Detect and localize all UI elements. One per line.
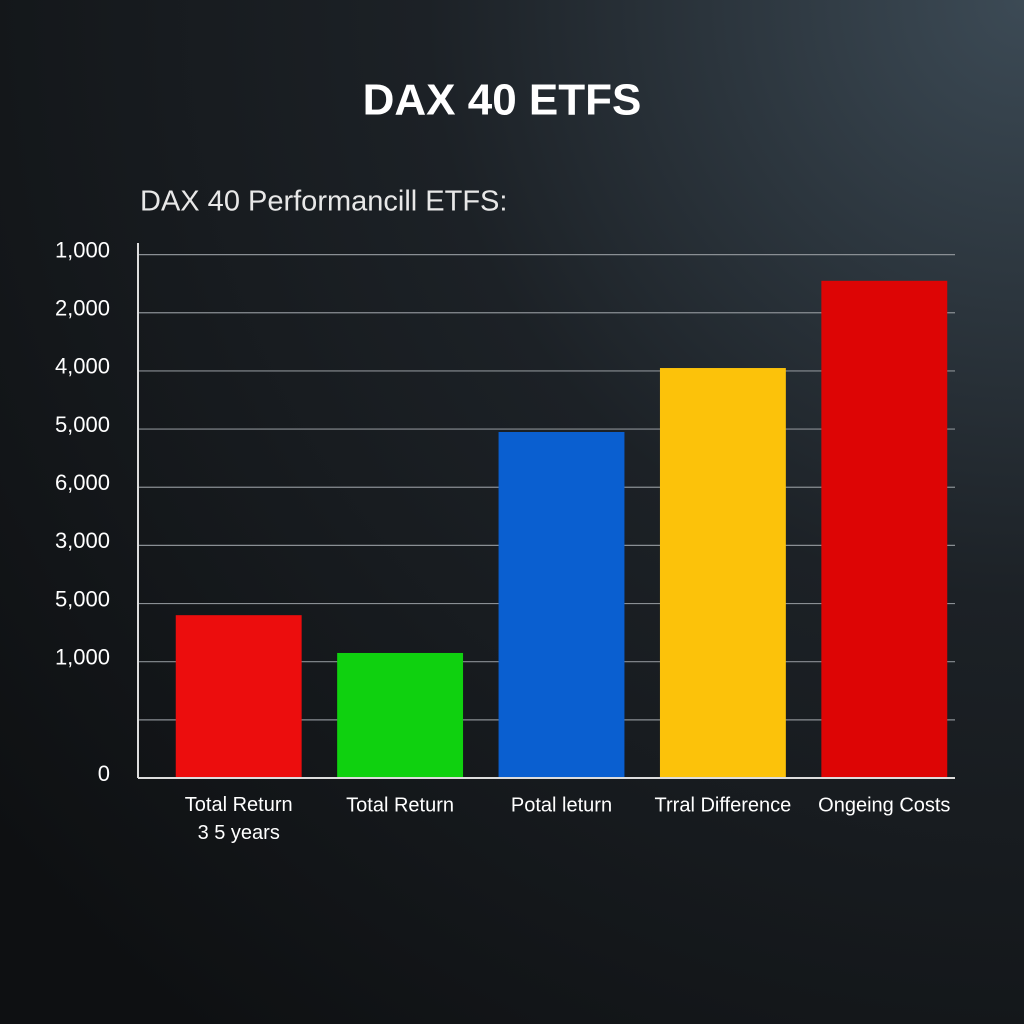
y-tick-label: 0 bbox=[98, 761, 110, 786]
y-tick-label: 1,000 bbox=[55, 645, 110, 670]
chart-subtitle: DAX 40 Performancill ETFS: bbox=[140, 186, 507, 218]
bar bbox=[659, 368, 786, 778]
bar bbox=[821, 280, 948, 778]
y-tick-label: 6,000 bbox=[55, 470, 110, 495]
x-tick-label: Potal leturn bbox=[511, 794, 612, 816]
y-tick-label: 5,000 bbox=[55, 412, 110, 437]
y-tick-label: 5,000 bbox=[55, 586, 110, 611]
y-tick-label: 2,000 bbox=[55, 296, 110, 321]
y-tick-label: 1,000 bbox=[55, 237, 110, 262]
x-tick-label: Ongeing Costs bbox=[818, 794, 950, 816]
x-tick-label: Total Return 3 5 years bbox=[185, 794, 293, 844]
y-tick-label: 4,000 bbox=[55, 354, 110, 379]
y-tick-label: 3,000 bbox=[55, 528, 110, 553]
bar bbox=[337, 652, 464, 778]
x-tick-label: Trral Difference bbox=[655, 794, 792, 816]
bar bbox=[175, 615, 302, 778]
bar bbox=[498, 431, 625, 778]
x-tick-label: Total Return bbox=[346, 794, 454, 816]
chart-title: DAX 40 ETFS bbox=[363, 76, 642, 125]
